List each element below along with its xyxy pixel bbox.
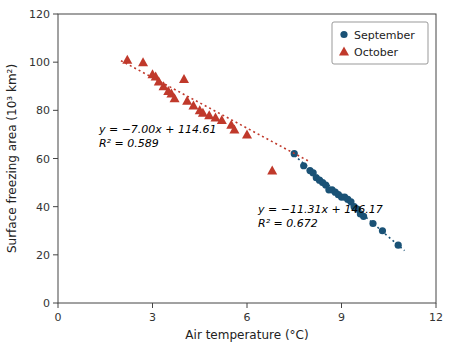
scatter-point xyxy=(179,74,189,83)
x-tick xyxy=(341,303,342,308)
x-tick xyxy=(152,303,153,308)
y-tick xyxy=(53,158,58,159)
legend-marker xyxy=(340,31,347,38)
annotation: y = −7.00x + 114.61 xyxy=(98,123,217,136)
x-tick-label: 9 xyxy=(338,311,345,324)
scatter-point xyxy=(170,93,180,102)
scatter-point xyxy=(229,125,239,134)
y-tick-label: 20 xyxy=(36,249,50,262)
y-tick-label: 0 xyxy=(43,297,50,310)
y-tick xyxy=(53,14,58,15)
legend-label: October xyxy=(354,46,398,59)
scatter-point xyxy=(182,96,192,105)
plot-frame xyxy=(58,14,436,303)
legend: September October xyxy=(332,22,428,64)
x-axis-label: Air temperature (°C) xyxy=(185,328,308,342)
y-tick xyxy=(53,62,58,63)
y-tick-label: 120 xyxy=(29,8,50,21)
y-tick-label: 40 xyxy=(36,201,50,214)
x-tick-label: 12 xyxy=(429,311,443,324)
legend-marker xyxy=(339,47,349,56)
y-tick-label: 60 xyxy=(36,153,50,166)
y-axis-label: Surface freezing area (10³ km²) xyxy=(5,64,19,253)
x-tick xyxy=(436,303,437,308)
annotation: R² = 0.672 xyxy=(258,217,318,230)
x-tick-label: 6 xyxy=(244,311,251,324)
y-tick-label: 80 xyxy=(36,104,50,117)
scatter-point xyxy=(242,129,252,138)
y-tick-label: 100 xyxy=(29,56,50,69)
scatter-point xyxy=(267,166,277,175)
scatter-point xyxy=(122,55,132,64)
scatter-point xyxy=(138,57,148,66)
chart: 036912020406080100120Air temperature (°C… xyxy=(0,0,450,349)
annotation: y = −11.31x + 146.17 xyxy=(257,203,383,216)
annotation: R² = 0.589 xyxy=(99,137,159,150)
x-tick xyxy=(247,303,248,308)
plot-area xyxy=(121,55,405,251)
scatter-point xyxy=(217,115,227,124)
y-tick xyxy=(53,110,58,111)
x-tick-label: 0 xyxy=(55,311,62,324)
legend-box xyxy=(332,22,428,64)
x-tick xyxy=(58,303,59,308)
y-tick xyxy=(53,206,58,207)
y-tick xyxy=(53,303,58,304)
x-tick-label: 3 xyxy=(149,311,156,324)
y-tick xyxy=(53,254,58,255)
legend-label: September xyxy=(354,29,415,42)
